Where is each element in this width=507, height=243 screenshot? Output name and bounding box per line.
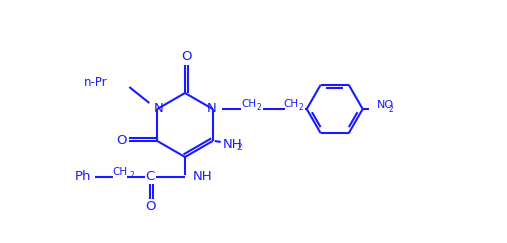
Text: O: O — [146, 200, 156, 212]
Text: NH: NH — [223, 138, 242, 150]
Text: CH: CH — [241, 99, 256, 109]
Text: 2: 2 — [257, 104, 262, 113]
Text: NO: NO — [377, 100, 394, 110]
Text: NH: NH — [193, 171, 212, 183]
Text: 2: 2 — [237, 144, 242, 153]
Text: 2: 2 — [389, 104, 393, 113]
Text: CH: CH — [113, 167, 128, 177]
Text: 2: 2 — [129, 172, 134, 181]
Text: C: C — [146, 171, 155, 183]
Text: O: O — [116, 133, 127, 147]
Text: n-Pr: n-Pr — [84, 76, 107, 88]
Text: 2: 2 — [299, 104, 304, 113]
Text: O: O — [181, 51, 191, 63]
Text: CH: CH — [283, 99, 298, 109]
Text: N: N — [207, 102, 216, 114]
Text: N: N — [154, 102, 163, 114]
Text: Ph: Ph — [75, 170, 91, 182]
